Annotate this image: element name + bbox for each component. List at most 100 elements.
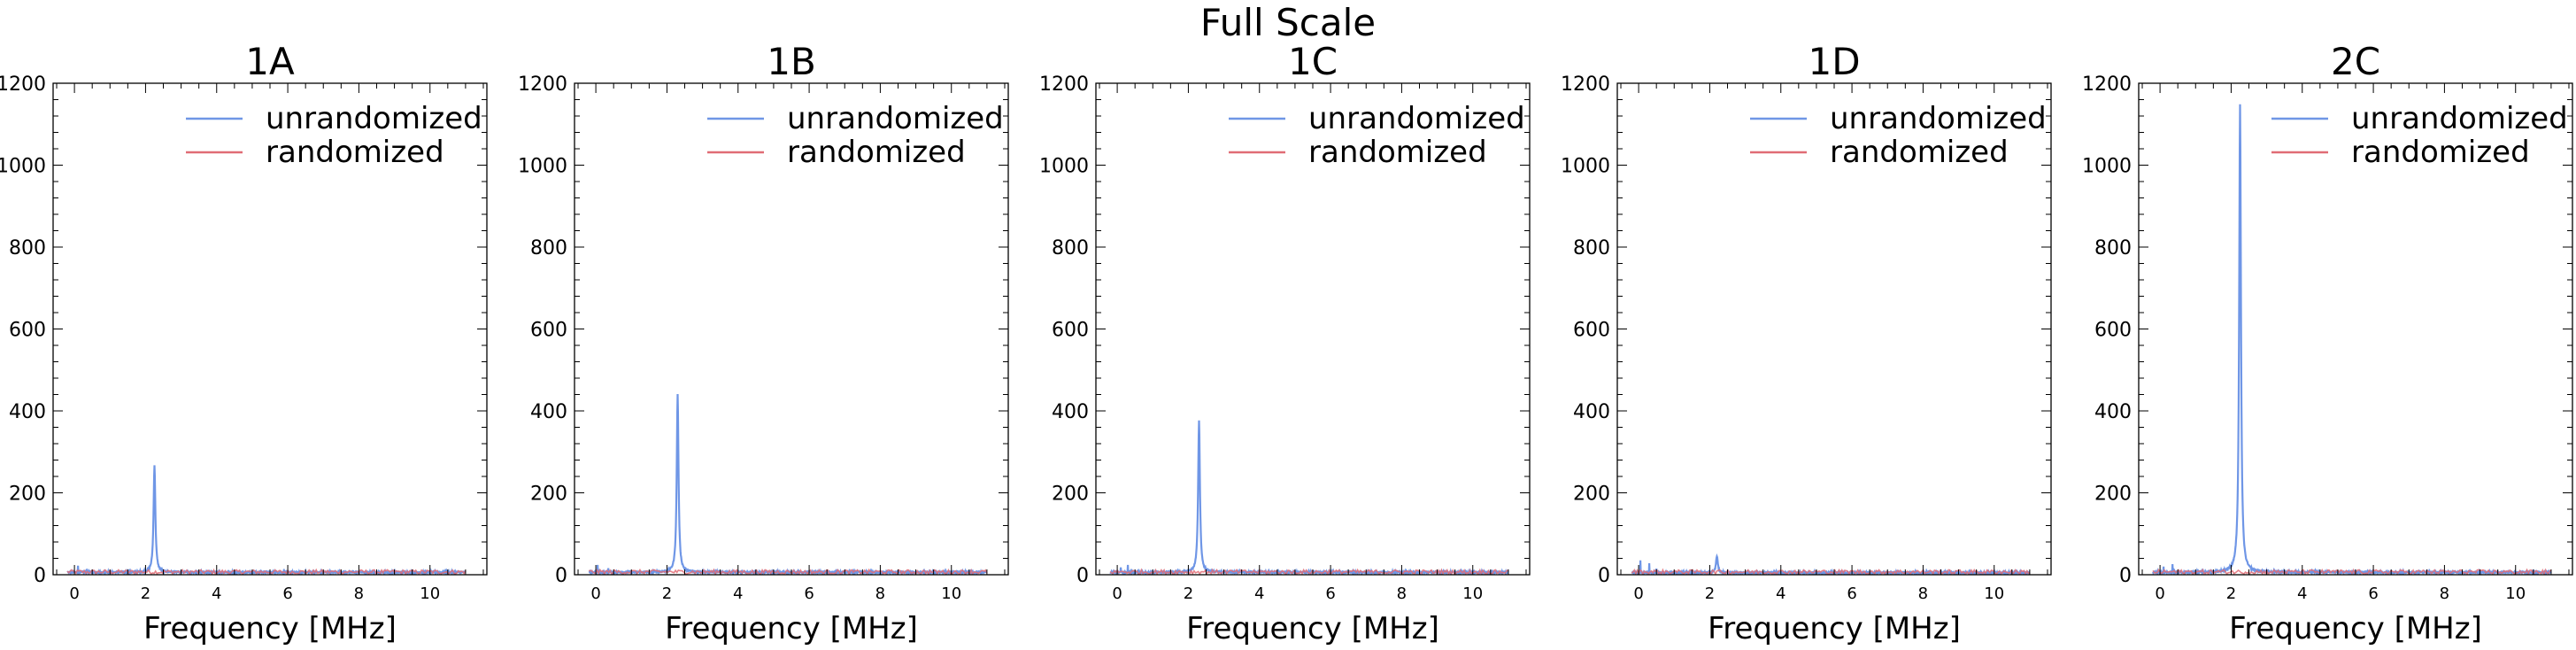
y-tick-label: 1000 bbox=[1561, 156, 1610, 178]
x-tick-label: 4 bbox=[2297, 584, 2307, 603]
x-tick-label: 10 bbox=[941, 584, 961, 603]
y-tick-label: 800 bbox=[1052, 237, 1089, 259]
legend-label-unrandomized: unrandomized bbox=[2351, 101, 2568, 136]
x-axis-label: Frequency [MHz] bbox=[1186, 611, 1439, 646]
legend-label-unrandomized: unrandomized bbox=[266, 101, 482, 136]
x-tick-label: 0 bbox=[2155, 584, 2164, 603]
y-tick-label: 600 bbox=[9, 320, 46, 342]
x-tick-label: 6 bbox=[1325, 584, 1335, 603]
x-tick-label: 2 bbox=[1705, 584, 1715, 603]
y-tick-label: 0 bbox=[34, 565, 46, 587]
x-tick-label: 8 bbox=[1918, 584, 1928, 603]
x-axis-label: Frequency [MHz] bbox=[2229, 611, 2482, 646]
x-tick-label: 10 bbox=[2505, 584, 2526, 603]
legend-label-randomized: randomized bbox=[1308, 135, 1487, 170]
series-line-randomized bbox=[1109, 568, 1508, 575]
y-tick-label: 200 bbox=[1052, 484, 1089, 506]
y-tick-label: 0 bbox=[1076, 565, 1089, 587]
series-line-unrandomized bbox=[2152, 104, 2552, 575]
y-tick-label: 1200 bbox=[1561, 74, 1610, 96]
x-tick-label: 4 bbox=[1776, 584, 1785, 603]
x-tick-label: 8 bbox=[2440, 584, 2449, 603]
y-tick-label: 200 bbox=[9, 484, 46, 506]
legend-label-randomized: randomized bbox=[2351, 135, 2530, 170]
y-tick-label: 1000 bbox=[518, 156, 567, 178]
x-tick-label: 2 bbox=[662, 584, 672, 603]
y-tick-label: 1200 bbox=[1039, 74, 1089, 96]
x-tick-label: 4 bbox=[212, 584, 221, 603]
x-tick-label: 2 bbox=[2226, 584, 2236, 603]
x-tick-label: 8 bbox=[354, 584, 364, 603]
y-tick-label: 800 bbox=[530, 237, 567, 259]
y-tick-label: 400 bbox=[2094, 401, 2132, 423]
series-line-unrandomized bbox=[588, 393, 988, 575]
panel-1D: 0 200 400 600 800 1000 1200 0 2 4 6 8 10 1D Frequency … bbox=[1561, 40, 2052, 646]
y-tick-label: 600 bbox=[1052, 320, 1089, 342]
figure-title: Full Scale bbox=[1199, 1, 1377, 44]
x-tick-label: 8 bbox=[875, 584, 885, 603]
legend-label-unrandomized: unrandomized bbox=[1308, 101, 1525, 136]
y-tick-label: 0 bbox=[1598, 565, 1610, 587]
y-tick-label: 1200 bbox=[2082, 74, 2132, 96]
x-tick-label: 6 bbox=[2368, 584, 2378, 603]
series-line-randomized bbox=[66, 568, 467, 575]
y-tick-label: 600 bbox=[530, 320, 567, 342]
y-tick-label: 1000 bbox=[2082, 156, 2132, 178]
panel-title: 2C bbox=[2331, 40, 2380, 83]
panel-1A: 0 200 400 600 800 1000 1200 0 2 4 6 8 10 1A Frequency … bbox=[0, 40, 488, 646]
y-tick-label: 400 bbox=[9, 401, 46, 423]
x-tick-label: 0 bbox=[1112, 584, 1122, 603]
x-axis-label: Frequency [MHz] bbox=[665, 611, 918, 646]
y-tick-label: 800 bbox=[2094, 237, 2132, 259]
x-tick-label: 2 bbox=[141, 584, 150, 603]
x-tick-label: 6 bbox=[1847, 584, 1856, 603]
y-tick-label: 600 bbox=[2094, 320, 2132, 342]
series-line-randomized bbox=[1631, 568, 2031, 575]
x-tick-label: 10 bbox=[1462, 584, 1483, 603]
legend-label-unrandomized: unrandomized bbox=[1830, 101, 2047, 136]
y-tick-label: 200 bbox=[2094, 484, 2132, 506]
series-line-randomized bbox=[589, 568, 988, 575]
series-line-unrandomized bbox=[1631, 553, 2031, 575]
y-tick-label: 200 bbox=[530, 484, 567, 506]
panel-1C: 0 200 400 600 800 1000 1200 0 2 4 6 8 10 1C Frequency … bbox=[1039, 40, 1531, 646]
x-tick-label: 0 bbox=[590, 584, 600, 603]
y-tick-label: 1200 bbox=[518, 74, 567, 96]
x-tick-label: 6 bbox=[282, 584, 292, 603]
x-tick-label: 4 bbox=[1254, 584, 1264, 603]
panel-1B: 0 200 400 600 800 1000 1200 0 2 4 6 8 10 1B Frequency … bbox=[518, 40, 1009, 646]
x-tick-label: 10 bbox=[420, 584, 440, 603]
y-tick-label: 400 bbox=[1052, 401, 1089, 423]
x-axis-label: Frequency [MHz] bbox=[1708, 611, 1961, 646]
y-tick-label: 1000 bbox=[0, 156, 46, 178]
x-tick-label: 4 bbox=[733, 584, 743, 603]
panel-title: 1D bbox=[1808, 40, 1860, 83]
series-line-unrandomized bbox=[1109, 420, 1509, 575]
x-axis-label: Frequency [MHz] bbox=[143, 611, 397, 646]
x-tick-label: 0 bbox=[1633, 584, 1643, 603]
legend-label-unrandomized: unrandomized bbox=[787, 101, 1004, 136]
y-tick-label: 200 bbox=[1573, 484, 1610, 506]
panel-title: 1A bbox=[245, 40, 295, 83]
legend-label-randomized: randomized bbox=[1830, 135, 2009, 170]
y-tick-label: 0 bbox=[2119, 565, 2132, 587]
legend-label-randomized: randomized bbox=[787, 135, 966, 170]
y-tick-label: 1200 bbox=[0, 74, 46, 96]
panel-title: 1B bbox=[767, 40, 816, 83]
y-tick-label: 1000 bbox=[1039, 156, 1089, 178]
y-tick-label: 800 bbox=[1573, 237, 1610, 259]
y-tick-label: 400 bbox=[1573, 401, 1610, 423]
panel-2C: 0 200 400 600 800 1000 1200 0 2 4 6 8 10 2C Frequency … bbox=[2082, 40, 2573, 646]
x-tick-label: 0 bbox=[69, 584, 79, 603]
y-tick-label: 0 bbox=[555, 565, 567, 587]
x-tick-label: 10 bbox=[1984, 584, 2004, 603]
y-tick-label: 600 bbox=[1573, 320, 1610, 342]
legend-label-randomized: randomized bbox=[266, 135, 444, 170]
x-tick-label: 6 bbox=[804, 584, 814, 603]
y-tick-label: 400 bbox=[530, 401, 567, 423]
series-line-unrandomized bbox=[66, 465, 467, 575]
x-tick-label: 2 bbox=[1184, 584, 1193, 603]
y-tick-label: 800 bbox=[9, 237, 46, 259]
panel-title: 1C bbox=[1288, 40, 1338, 83]
